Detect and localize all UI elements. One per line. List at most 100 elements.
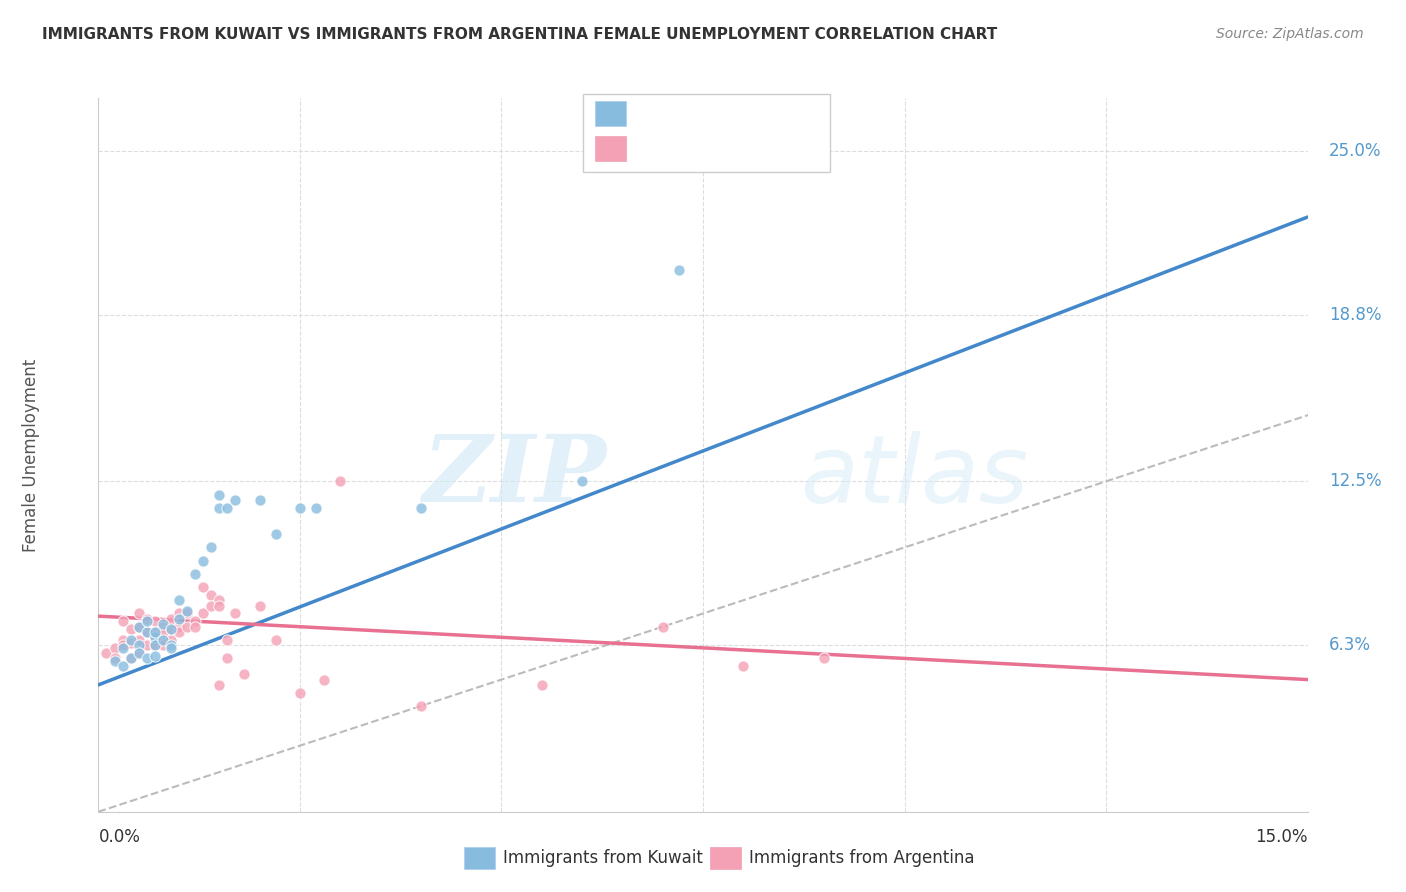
Point (217, 632, 239, 647)
Point (193, 580, 215, 594)
Text: N =: N = (745, 104, 782, 122)
Point (184, 615, 207, 629)
Point (184, 566, 207, 581)
Point (813, 651, 835, 665)
Point (733, 659, 755, 673)
Point (143, 615, 166, 629)
Point (160, 640, 183, 655)
Point (152, 632, 174, 647)
Text: Immigrants from Kuwait: Immigrants from Kuwait (503, 849, 703, 867)
Text: ZIP: ZIP (422, 432, 606, 521)
Point (249, 599, 271, 613)
Point (193, 554, 215, 568)
Point (264, 632, 287, 647)
Point (167, 612, 190, 626)
Text: 15.0%: 15.0% (1256, 828, 1308, 846)
Point (329, 475, 352, 489)
Point (143, 632, 166, 647)
Point (184, 620, 207, 634)
Point (135, 612, 157, 626)
Point (314, 673, 336, 687)
Point (200, 599, 222, 613)
Point (143, 625, 166, 640)
Point (143, 648, 166, 663)
Point (103, 651, 125, 665)
Point (305, 500, 328, 515)
Point (135, 615, 157, 629)
Point (167, 620, 190, 634)
Point (160, 612, 183, 626)
Point (152, 625, 174, 640)
Point (409, 698, 432, 713)
Point (571, 475, 593, 489)
Point (135, 625, 157, 640)
Point (200, 541, 222, 555)
Text: Source: ZipAtlas.com: Source: ZipAtlas.com (1216, 27, 1364, 41)
Point (111, 615, 134, 629)
Point (160, 623, 183, 637)
Point (409, 500, 432, 515)
Point (651, 620, 673, 634)
Point (120, 635, 142, 649)
Point (160, 638, 183, 652)
Point (135, 651, 157, 665)
Point (208, 500, 231, 515)
Text: 55: 55 (773, 140, 796, 158)
Point (111, 659, 134, 673)
Point (288, 686, 311, 700)
Point (111, 640, 134, 655)
Text: 25.0%: 25.0% (1329, 142, 1381, 160)
Point (128, 620, 150, 634)
Point (143, 625, 166, 640)
Text: 18.8%: 18.8% (1329, 306, 1381, 324)
Text: R =: R = (634, 140, 671, 158)
Point (135, 638, 157, 652)
Text: 0.820: 0.820 (664, 104, 721, 122)
Point (208, 678, 231, 692)
Point (128, 607, 150, 621)
Point (128, 638, 150, 652)
Point (135, 625, 157, 640)
Point (103, 654, 125, 668)
Point (288, 500, 311, 515)
Point (96, 646, 118, 660)
Point (176, 607, 198, 621)
Point (111, 632, 134, 647)
Point (208, 593, 231, 607)
Text: Immigrants from Argentina: Immigrants from Argentina (749, 849, 974, 867)
Point (200, 588, 222, 602)
Point (167, 625, 190, 640)
Point (152, 638, 174, 652)
Point (224, 492, 246, 507)
Point (128, 646, 150, 660)
Point (152, 632, 174, 647)
Point (217, 500, 239, 515)
Point (208, 599, 231, 613)
Point (128, 620, 150, 634)
Point (128, 632, 150, 647)
Point (143, 638, 166, 652)
Point (530, 678, 553, 692)
Text: Female Unemployment: Female Unemployment (22, 359, 39, 551)
Point (128, 646, 150, 660)
Text: 12.5%: 12.5% (1329, 473, 1381, 491)
Point (167, 607, 190, 621)
Text: N =: N = (745, 140, 782, 158)
Point (249, 492, 271, 507)
Point (176, 604, 198, 618)
Point (160, 632, 183, 647)
Point (143, 638, 166, 652)
Point (224, 607, 246, 621)
Text: 0.0%: 0.0% (98, 828, 141, 846)
Point (668, 263, 690, 277)
Point (111, 638, 134, 652)
Point (120, 632, 142, 647)
Text: R =: R = (634, 104, 671, 122)
Text: -0.143: -0.143 (664, 140, 723, 158)
Point (217, 651, 239, 665)
Point (232, 667, 254, 681)
Point (143, 630, 166, 644)
Point (152, 617, 174, 632)
Point (176, 620, 198, 634)
Text: 6.3%: 6.3% (1329, 636, 1371, 654)
